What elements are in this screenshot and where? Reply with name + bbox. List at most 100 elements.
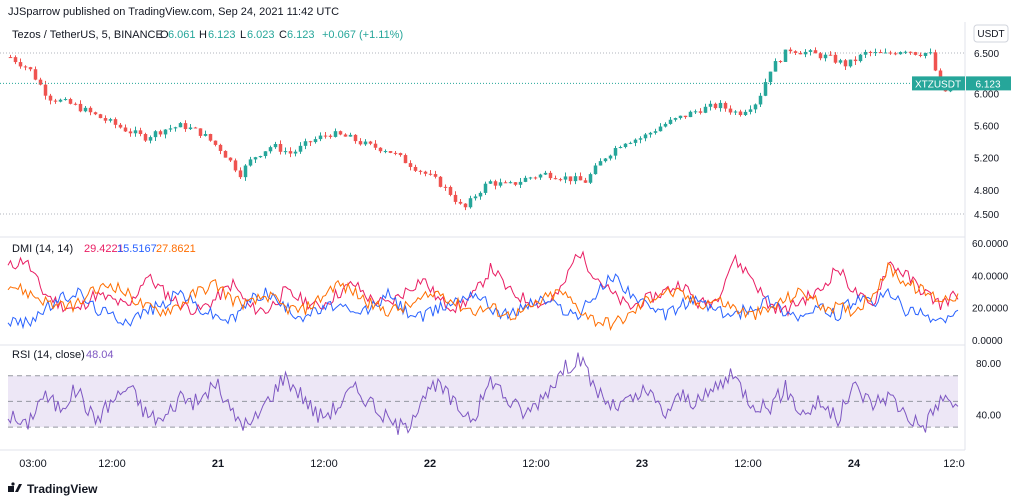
candle-up (653, 131, 658, 133)
dmi-legend: DMI (14, 14) 29.4221 15.5167 27.8621 (12, 243, 196, 255)
time-tick-label: 12:00 (310, 458, 338, 470)
dmi-minus-value: 27.8621 (156, 243, 196, 255)
candle-down (728, 108, 733, 113)
candle-down (328, 135, 333, 137)
high-value: 6.123 (208, 29, 236, 41)
last-price-tag: 6.123 (975, 79, 1000, 90)
candle-down (433, 174, 438, 177)
dmi-lines (7, 250, 959, 331)
candle-up (483, 183, 488, 193)
candle-down (503, 182, 508, 184)
dmi-plus-value: 15.5167 (117, 243, 157, 255)
tradingview-logo: TradingView (8, 482, 98, 496)
candle-up (348, 134, 353, 137)
candle-up (293, 151, 298, 154)
candle-down (933, 52, 938, 71)
candle-up (603, 158, 608, 162)
candle-down (343, 134, 348, 137)
candle-up (528, 177, 533, 179)
time-tick-label: 23 (636, 458, 648, 470)
close-label: C (279, 29, 287, 41)
candle-up (488, 181, 493, 184)
high-label: H (199, 29, 207, 41)
candle-down (198, 128, 203, 136)
candle-up (253, 157, 258, 160)
candle-up (173, 127, 178, 129)
candle-down (218, 144, 223, 151)
rsi-line (7, 352, 959, 435)
time-tick-label: 21 (212, 458, 224, 470)
time-tick-label: 12:0 (943, 458, 964, 470)
candle-down (68, 99, 73, 104)
candle-up (658, 126, 663, 132)
candle-up (753, 104, 758, 110)
time-tick-label: 12:00 (734, 458, 762, 470)
price-tick-label: 4.800 (974, 186, 999, 197)
candle-up (598, 161, 603, 166)
dmi-title: DMI (14, 14) (12, 243, 73, 255)
time-tick-label: 03:00 (19, 458, 47, 470)
candle-up (593, 165, 598, 175)
candle-down (13, 57, 18, 63)
price-axis: 6.500 6.000 5.600 5.200 4.800 4.500 (974, 49, 999, 221)
candle-up (248, 159, 253, 166)
candle-up (153, 131, 158, 138)
candle-down (33, 69, 38, 80)
rsi-lines (7, 352, 959, 435)
candle-down (868, 51, 873, 53)
candle-down (878, 52, 883, 54)
open-label: O (160, 29, 169, 41)
candle-down (738, 111, 743, 116)
candle-down (413, 166, 418, 171)
candle-down (78, 103, 83, 112)
time-tick-label: 12:00 (522, 458, 550, 470)
candle-down (583, 180, 588, 183)
candle-down (18, 62, 23, 67)
symbol-label: Tezos / TetherUS, 5, BINANCE (12, 29, 163, 41)
dmi-tick-label: 40.0000 (972, 271, 1009, 282)
candle-down (128, 131, 133, 134)
candle-down (353, 134, 358, 142)
candle-up (873, 52, 878, 54)
candle-down (183, 123, 188, 130)
time-tick-label: 12:00 (98, 458, 126, 470)
time-tick-label: 24 (848, 458, 861, 470)
dmi-tick-label: 60.0000 (972, 239, 1009, 250)
candle-down (368, 141, 373, 144)
dmi-adx-line (7, 250, 959, 317)
candle-up (298, 145, 303, 152)
currency-button[interactable]: USDT (973, 24, 1009, 43)
candle-down (448, 186, 453, 195)
candle-down (438, 176, 443, 187)
candle-down (553, 178, 558, 180)
candle-up (608, 155, 613, 159)
candle-up (648, 132, 653, 135)
candle-up (258, 156, 263, 158)
candle-down (308, 141, 313, 143)
price-tick-label: 4.500 (974, 210, 999, 221)
published-text: JJSparrow published on TradingView.com, … (8, 6, 339, 18)
candle-up (148, 137, 153, 141)
rsi-tick-label: 40.00 (976, 410, 1001, 421)
candle-down (533, 177, 538, 179)
candle-down (223, 150, 228, 158)
time-tick-label: 22 (424, 458, 436, 470)
candle-up (333, 131, 338, 137)
candle-down (908, 51, 913, 53)
candle-up (203, 134, 208, 136)
candle-up (768, 71, 773, 83)
candle-down (238, 170, 243, 178)
candle-up (883, 52, 888, 54)
candle-up (478, 192, 483, 197)
candle-down (913, 52, 918, 55)
candle-up (383, 151, 388, 153)
candle-up (618, 147, 623, 149)
candle-down (568, 176, 573, 182)
candle-up (273, 143, 278, 148)
candle-down (138, 130, 143, 135)
dmi-plus-di-line (7, 273, 959, 330)
price-tick-label: 5.600 (974, 121, 999, 132)
candle-up (543, 172, 548, 175)
candle-down (43, 84, 48, 96)
candle-down (548, 172, 553, 179)
